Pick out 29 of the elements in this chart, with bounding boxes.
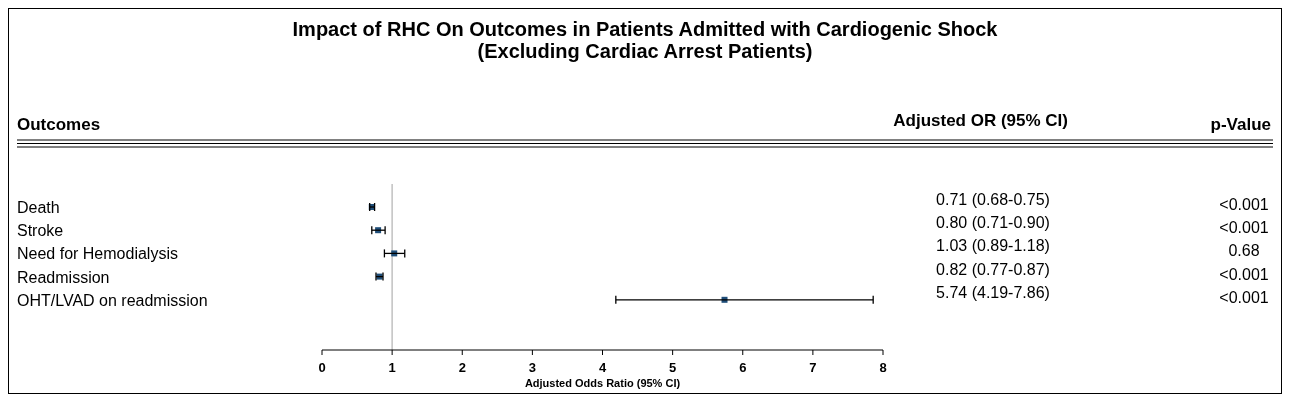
- x-tick-label: 5: [669, 360, 677, 375]
- text: Adjusted OR (95% CI): [893, 111, 1068, 130]
- x-axis-title: Adjusted Odds Ratio (95% CI): [524, 377, 681, 389]
- y-axis-title: Outcomes: [17, 115, 101, 134]
- x-tick-label: 7: [809, 360, 817, 375]
- text: 0.68: [1228, 242, 1260, 260]
- y-tick-label: OHT/LVAD on readmission: [17, 291, 208, 309]
- text: <0.001: [1219, 196, 1269, 213]
- text: <0.001: [1219, 219, 1269, 237]
- x-tick-label: 4: [598, 360, 607, 375]
- x-tick-label: 1: [388, 360, 396, 375]
- data-label: 1.03 (0.89-1.18): [936, 237, 1050, 255]
- x-tick-label: 0: [318, 360, 326, 375]
- text: <0.001: [1219, 265, 1269, 283]
- data-label: 0.71 (0.68-0.75): [936, 191, 1050, 208]
- y-tick-label: Readmission: [17, 268, 110, 286]
- text: p-Value: [1210, 115, 1271, 134]
- data-label: 5.74 (4.19-7.86): [936, 283, 1050, 301]
- x-tick-label: 6: [739, 360, 747, 375]
- y-tick-label: Need for Hemodialysis: [17, 245, 178, 263]
- text: <0.001: [1219, 288, 1269, 306]
- chart-title: Impact of RHC On Outcomes in Patients Admitted with Cardiogenic Shock (Excluding Cardiac Arrest Patients): [292, 18, 999, 62]
- y-tick-label: Death: [17, 199, 60, 216]
- data-label: 0.82 (0.77-0.87): [936, 260, 1050, 278]
- x-tick-label: 2: [458, 360, 466, 375]
- x-tick-label: 3: [528, 360, 536, 375]
- y-tick-label: Stroke: [17, 222, 64, 240]
- data-label: 0.80 (0.71-0.90): [936, 214, 1050, 232]
- x-tick-label: 8: [879, 360, 887, 375]
